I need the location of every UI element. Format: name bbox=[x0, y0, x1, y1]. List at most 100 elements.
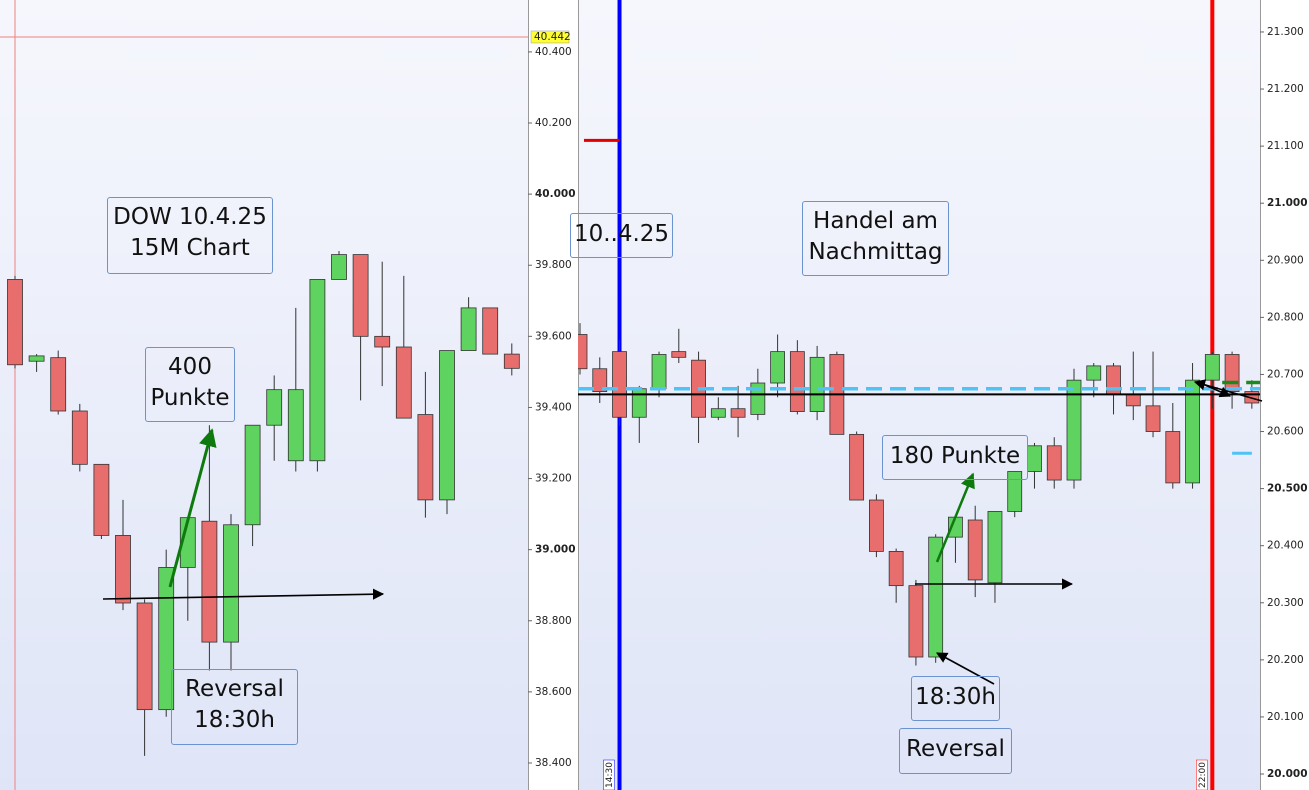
last-price-bg bbox=[530, 30, 570, 44]
vline-label: 14:30 bbox=[605, 762, 615, 788]
candle-body bbox=[201, 520, 218, 643]
candle-body bbox=[1165, 431, 1181, 484]
y-tick-label: 20.500 bbox=[1267, 483, 1308, 495]
annotation: 10..4.25 bbox=[570, 213, 673, 258]
annotation-line: Reversal bbox=[906, 736, 1005, 762]
y-tick-label: 40.400 bbox=[535, 46, 572, 58]
annotation-line: 15M Chart bbox=[130, 235, 250, 261]
arrows bbox=[102, 379, 1263, 685]
axis-bg bbox=[528, 0, 578, 790]
y-tick-label: 39.000 bbox=[535, 544, 576, 556]
candle-body bbox=[309, 279, 326, 462]
candle-body bbox=[1007, 471, 1023, 512]
annotation-line: 10..4.25 bbox=[573, 221, 670, 247]
candle-body bbox=[439, 350, 455, 501]
candle-body bbox=[1224, 354, 1240, 392]
candle-body bbox=[1046, 445, 1062, 481]
y-tick-label: 39.600 bbox=[535, 330, 572, 342]
arrow bbox=[168, 428, 217, 588]
arrow bbox=[102, 588, 385, 600]
y-tick-label: 21.000 bbox=[1267, 197, 1308, 209]
candle-body bbox=[928, 536, 944, 658]
arrow bbox=[1204, 384, 1232, 398]
candle-body bbox=[789, 351, 805, 412]
candle-body bbox=[612, 351, 627, 418]
y-tick-label: 20.800 bbox=[1267, 311, 1304, 323]
last-price-label: 40.442 bbox=[534, 31, 571, 43]
candle-body bbox=[869, 499, 884, 552]
annotation-line: DOW 10.4.25 bbox=[113, 204, 267, 230]
y-tick-label: 20.300 bbox=[1267, 597, 1304, 609]
arrow bbox=[936, 652, 995, 685]
candle-body bbox=[374, 335, 391, 348]
candle-body bbox=[136, 602, 153, 711]
candle-body bbox=[1125, 394, 1141, 407]
candle-body bbox=[578, 334, 588, 370]
candle-body bbox=[1027, 445, 1042, 472]
candle-body bbox=[287, 389, 304, 462]
candle-body bbox=[28, 355, 45, 362]
annotation-line: Handel am bbox=[813, 208, 938, 234]
candle-body bbox=[7, 279, 23, 366]
candle-body bbox=[730, 408, 746, 418]
candle-body bbox=[158, 567, 175, 711]
candle-body bbox=[503, 353, 520, 369]
annotation: DOW 10.4.25 15M Chart bbox=[107, 197, 273, 274]
candle-body bbox=[967, 519, 983, 581]
candle-body bbox=[331, 254, 347, 280]
candle-body bbox=[244, 424, 261, 526]
annotation-line: 18:30h bbox=[194, 707, 275, 733]
y-tick-label: 21.100 bbox=[1267, 140, 1304, 152]
candle-body bbox=[1145, 405, 1161, 432]
candle-body bbox=[93, 463, 110, 536]
annotation: 400 Punkte bbox=[145, 347, 235, 422]
annotation-line: Reversal bbox=[185, 676, 284, 702]
y-tick-label: 39.400 bbox=[535, 401, 572, 413]
candle-body bbox=[592, 368, 608, 392]
candle-body bbox=[651, 354, 667, 390]
candle-body bbox=[987, 511, 1003, 584]
arrow bbox=[935, 472, 975, 563]
y-tick-label: 38.800 bbox=[535, 615, 572, 627]
candle-body bbox=[50, 357, 67, 412]
candle-body bbox=[223, 524, 239, 643]
vline-label-bg bbox=[1196, 759, 1208, 790]
annotation: 180 Punkte bbox=[882, 435, 1028, 480]
annotation: Handel am Nachmittag bbox=[802, 201, 949, 276]
y-tick-label: 40.000 bbox=[535, 188, 576, 200]
y-tick-label: 21.200 bbox=[1267, 83, 1304, 95]
annotation-line: Punkte bbox=[150, 385, 230, 411]
annotation: Reversal 18:30h bbox=[171, 669, 298, 745]
y-tick-label: 20.200 bbox=[1267, 654, 1304, 666]
candle-body bbox=[710, 408, 726, 418]
annotation-line: Nachmittag bbox=[808, 239, 943, 265]
axis-bg bbox=[1260, 0, 1309, 790]
candle-body bbox=[352, 254, 369, 337]
candle-body bbox=[1244, 391, 1260, 404]
y-tick-label: 20.600 bbox=[1267, 426, 1304, 438]
annotation-line: 400 bbox=[168, 354, 212, 380]
candle-body bbox=[888, 551, 904, 587]
y-tick-label: 38.400 bbox=[535, 757, 572, 769]
candle-body bbox=[849, 433, 865, 501]
annotation: 18:30h bbox=[911, 676, 1000, 721]
y-tick-label: 20.700 bbox=[1267, 368, 1304, 380]
candle-body bbox=[770, 351, 785, 384]
y-tick-label: 40.200 bbox=[535, 117, 572, 129]
candle-body bbox=[460, 307, 477, 351]
y-tick-label: 20.900 bbox=[1267, 254, 1304, 266]
candle-body bbox=[809, 356, 825, 412]
candle-body bbox=[71, 410, 88, 465]
y-tick-label: 20.000 bbox=[1267, 768, 1308, 780]
vline-label-bg bbox=[603, 759, 615, 790]
annotation-line: 180 Punkte bbox=[889, 443, 1021, 469]
axes: 40.400 40.200 40.000 39.800 39.600 39.400 39.2… bbox=[528, 26, 1308, 780]
candle-body bbox=[266, 389, 283, 426]
plot-1: 14:30 22:00 bbox=[578, 0, 1260, 790]
candle-body bbox=[417, 414, 434, 501]
y-tick-label: 39.200 bbox=[535, 473, 572, 485]
y-tick-label: 39.800 bbox=[535, 259, 572, 271]
candle-body bbox=[631, 388, 647, 418]
candle-body bbox=[395, 346, 412, 419]
